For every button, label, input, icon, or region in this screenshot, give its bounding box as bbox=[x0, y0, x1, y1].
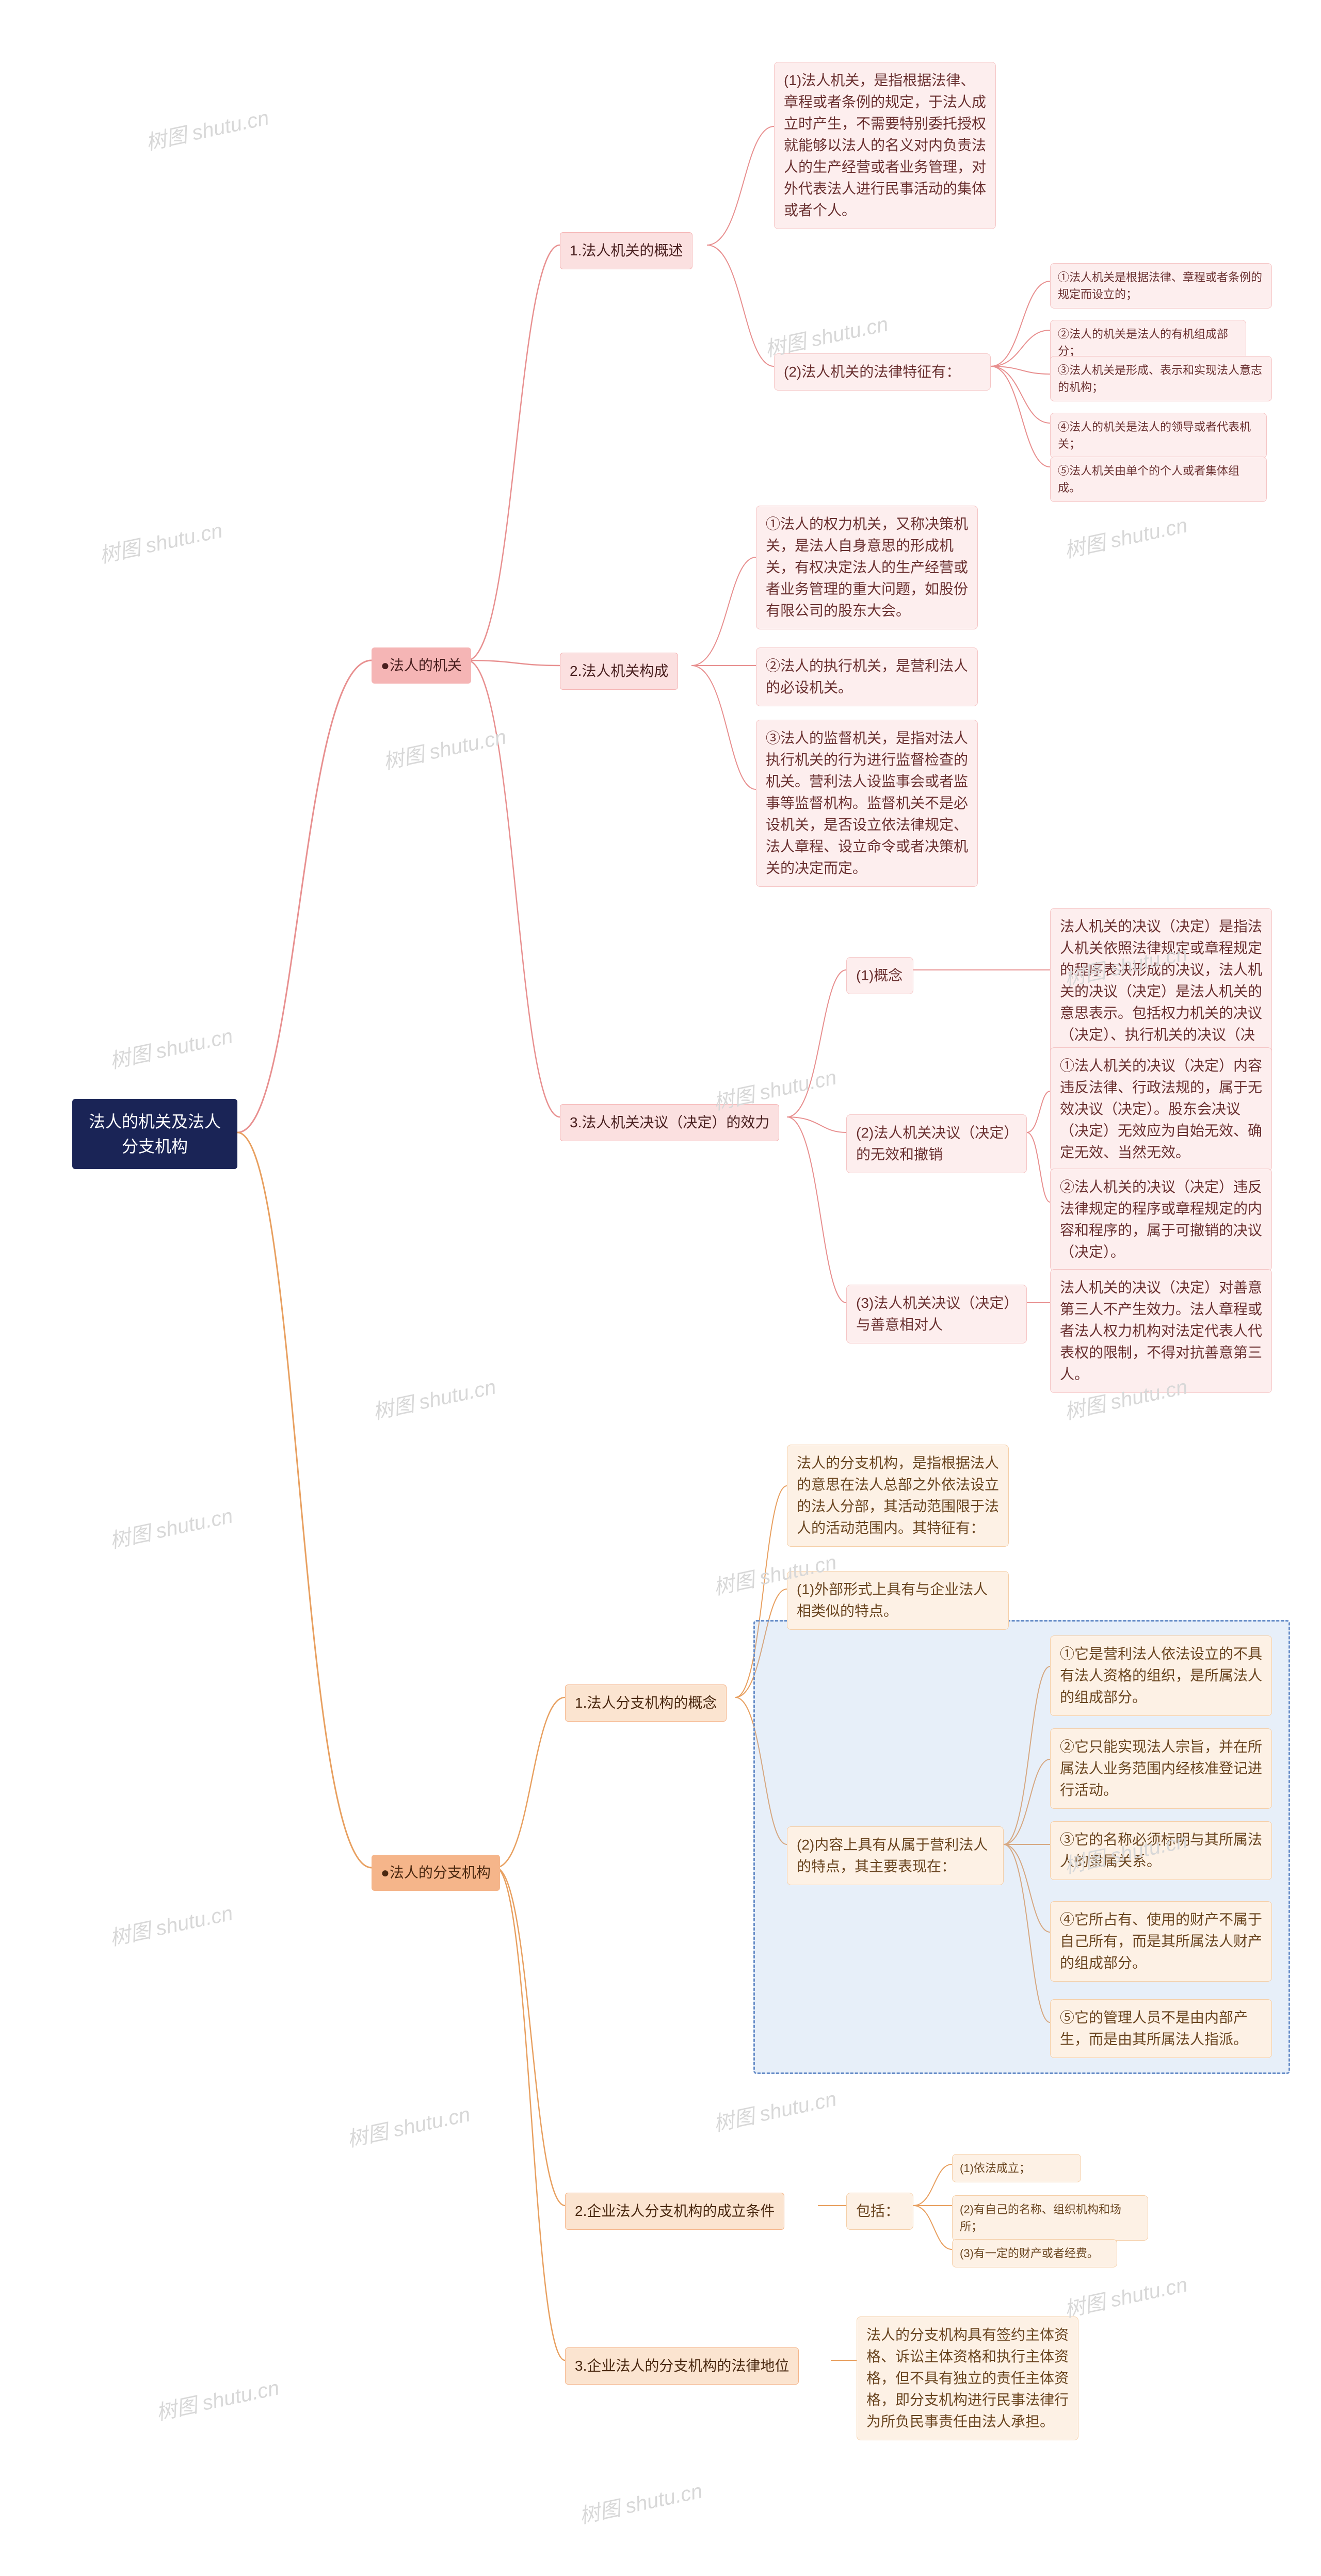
leaf-b2c1b: (1)外部形式上具有与企业法人相类似的特点。 bbox=[787, 1571, 1009, 1630]
node-b2c2[interactable]: 2.企业法人分支机构的成立条件 bbox=[565, 2193, 784, 2230]
leaf-b1c3b1: ①法人机关的决议（决定）内容违反法律、行政法规的，属于无效决议（决定）。股东会决… bbox=[1050, 1047, 1272, 1171]
watermark-text: 树图 shutu.cn bbox=[143, 101, 271, 156]
branch-organ[interactable]: ●法人的机关 bbox=[372, 647, 471, 684]
watermark-text: 树图 shutu.cn bbox=[380, 720, 509, 775]
watermark-text: 树图 shutu.cn bbox=[153, 2371, 282, 2426]
root-node[interactable]: 法人的机关及法人分支机构 bbox=[72, 1099, 237, 1169]
watermark-text: 树图 shutu.cn bbox=[576, 2474, 705, 2529]
leaf-b1c1b1: ①法人机关是根据法律、章程或者条例的规定而设立的； bbox=[1050, 263, 1272, 309]
leaf-b2c1a: 法人的分支机构，是指根据法人的意思在法人总部之外依法设立的法人分部，其活动范围限… bbox=[787, 1445, 1009, 1547]
leaf-b1c3b: (2)法人机关决议（决定）的无效和撤销 bbox=[846, 1114, 1027, 1173]
watermark-text: 树图 shutu.cn bbox=[1061, 508, 1190, 563]
leaf-b1c1b: (2)法人机关的法律特征有： bbox=[774, 353, 991, 391]
leaf-b2c2a: 包括： bbox=[846, 2193, 913, 2230]
leaf-b1c2a: ①法人的权力机关，又称决策机关，是法人自身意思的形成机关，有权决定法人的生产经营… bbox=[756, 506, 978, 629]
leaf-b2c3a: 法人的分支机构具有签约主体资格、诉讼主体资格和执行主体资格，但不具有独立的责任主… bbox=[857, 2316, 1078, 2440]
leaf-b2c2a3: (3)有一定的财产或者经费。 bbox=[952, 2239, 1117, 2267]
node-b2c3[interactable]: 3.企业法人的分支机构的法律地位 bbox=[565, 2347, 799, 2385]
node-b1c1[interactable]: 1.法人机关的概述 bbox=[560, 232, 692, 269]
leaf-b1c3a: (1)概念 bbox=[846, 957, 913, 994]
watermark-text: 树图 shutu.cn bbox=[1061, 2267, 1190, 2323]
leaf-b1c1b4: ④法人的机关是法人的领导或者代表机关； bbox=[1050, 413, 1267, 458]
leaf-b2c1c5: ⑤它的管理人员不是由内部产生，而是由其所属法人指派。 bbox=[1050, 1999, 1272, 2058]
leaf-b1c3b2: ②法人机关的决议（决定）违反法律规定的程序或章程规定的内容和程序的，属于可撤销的… bbox=[1050, 1169, 1272, 1271]
leaf-b2c2a1: (1)依法成立； bbox=[952, 2154, 1081, 2182]
node-b1c2[interactable]: 2.法人机关构成 bbox=[560, 653, 678, 690]
leaf-b1c1a: (1)法人机关，是指根据法律、章程或者条例的规定，于法人成立时产生，不需要特别委… bbox=[774, 62, 996, 229]
watermark-text: 树图 shutu.cn bbox=[344, 2097, 473, 2152]
leaf-b1c3c1: 法人机关的决议（决定）对善意第三人不产生效力。法人章程或者法人权力机构对法定代表… bbox=[1050, 1269, 1272, 1393]
watermark-text: 树图 shutu.cn bbox=[370, 1370, 498, 1425]
watermark-text: 树图 shutu.cn bbox=[107, 1019, 235, 1074]
leaf-b2c1c3: ③它的名称必须标明与其所属法人的隶属关系。 bbox=[1050, 1821, 1272, 1880]
leaf-b2c1c2: ②它只能实现法人宗旨，并在所属法人业务范围内经核准登记进行活动。 bbox=[1050, 1728, 1272, 1809]
leaf-b2c1c4: ④它所占有、使用的财产不属于自己所有，而是其所属法人财产的组成部分。 bbox=[1050, 1901, 1272, 1982]
node-b2c1[interactable]: 1.法人分支机构的概念 bbox=[565, 1684, 727, 1722]
branch-subsidiary[interactable]: ●法人的分支机构 bbox=[372, 1855, 500, 1891]
leaf-b2c2a2: (2)有自己的名称、组织机构和场所； bbox=[952, 2195, 1148, 2241]
node-b1c3[interactable]: 3.法人机关决议（决定）的效力 bbox=[560, 1104, 779, 1141]
watermark-text: 树图 shutu.cn bbox=[96, 513, 225, 569]
watermark-text: 树图 shutu.cn bbox=[107, 1896, 235, 1951]
watermark-text: 树图 shutu.cn bbox=[711, 2082, 839, 2137]
leaf-b2c1c: (2)内容上具有从属于营利法人的特点，其主要表现在： bbox=[787, 1826, 1004, 1885]
watermark-text: 树图 shutu.cn bbox=[107, 1499, 235, 1554]
leaf-b2c1c1: ①它是营利法人依法设立的不具有法人资格的组织，是所属法人的组成部分。 bbox=[1050, 1635, 1272, 1716]
leaf-b1c2c: ③法人的监督机关，是指对法人执行机关的行为进行监督检查的机关。营利法人设监事会或… bbox=[756, 720, 978, 887]
leaf-b1c1b5: ⑤法人机关由单个的个人或者集体组成。 bbox=[1050, 457, 1267, 502]
leaf-b1c2b: ②法人的执行机关，是营利法人的必设机关。 bbox=[756, 647, 978, 706]
leaf-b1c3c: (3)法人机关决议（决定）与善意相对人 bbox=[846, 1285, 1027, 1343]
leaf-b1c1b3: ③法人机关是形成、表示和实现法人意志的机构； bbox=[1050, 356, 1272, 401]
